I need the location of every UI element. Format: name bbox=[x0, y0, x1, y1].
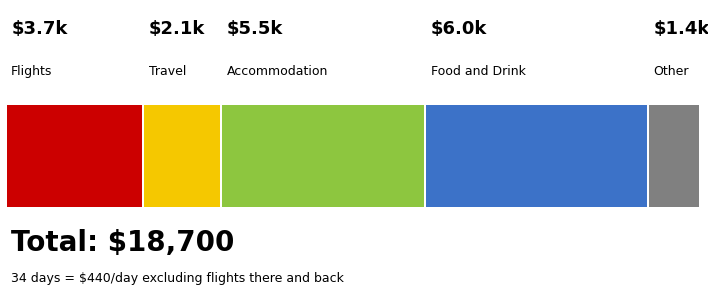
Text: Food and Drink: Food and Drink bbox=[430, 65, 525, 78]
Bar bbox=[222, 105, 424, 207]
Text: $1.4k: $1.4k bbox=[653, 20, 708, 38]
Text: 34 days = $440/day excluding flights there and back: 34 days = $440/day excluding flights the… bbox=[11, 272, 343, 285]
Text: Flights: Flights bbox=[11, 65, 52, 78]
Text: $2.1k: $2.1k bbox=[149, 20, 205, 38]
Bar bbox=[7, 105, 142, 207]
Bar bbox=[426, 105, 647, 207]
Text: Accommodation: Accommodation bbox=[227, 65, 328, 78]
Bar bbox=[649, 105, 699, 207]
Text: $3.7k: $3.7k bbox=[11, 20, 68, 38]
Text: Travel: Travel bbox=[149, 65, 186, 78]
Text: Total: $18,700: Total: $18,700 bbox=[11, 229, 234, 257]
Text: $6.0k: $6.0k bbox=[430, 20, 487, 38]
Bar bbox=[144, 105, 220, 207]
Text: Other: Other bbox=[653, 65, 689, 78]
Text: $5.5k: $5.5k bbox=[227, 20, 282, 38]
